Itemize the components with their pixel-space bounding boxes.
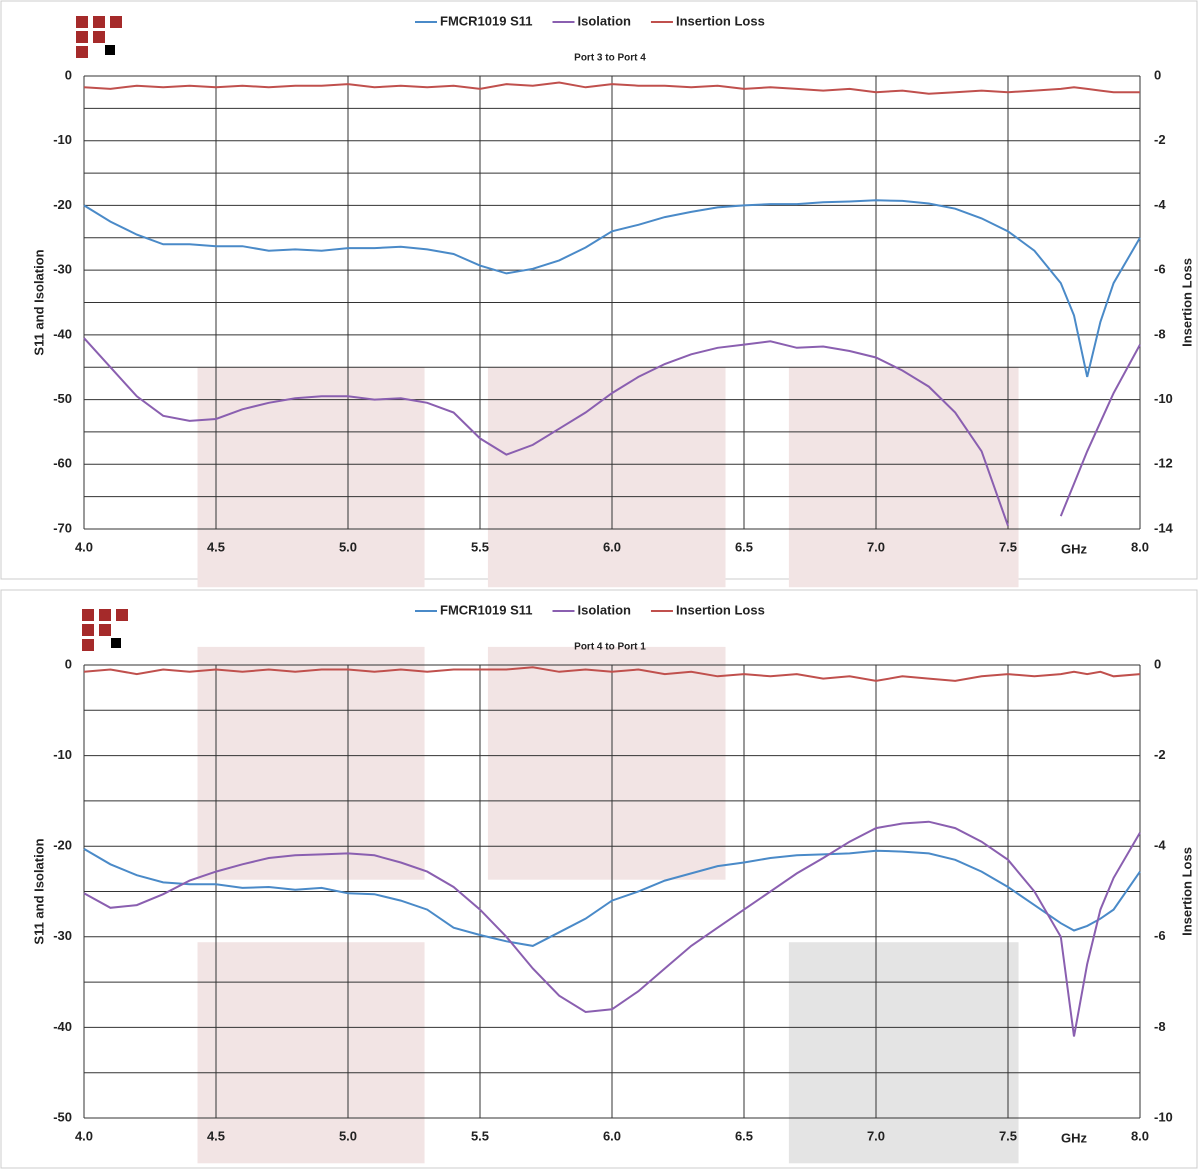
y2-tick-label: -2: [1154, 132, 1166, 147]
shaded-region: [197, 646, 425, 880]
x-tick-label: 7.0: [867, 1128, 885, 1143]
y2-tick-label: -10: [1154, 1109, 1173, 1124]
legend-label: FMCR1019 S11: [440, 13, 533, 28]
y2-tick-label: -10: [1154, 391, 1173, 406]
x-axis-label: GHz: [1061, 541, 1088, 556]
series-line: [83, 848, 1141, 947]
legend-label: Insertion Loss: [676, 602, 765, 617]
x-tick-label: 5.0: [339, 539, 357, 554]
x-tick-label: 6.5: [735, 1128, 753, 1143]
y2-tick-label: -12: [1154, 456, 1173, 471]
shaded-region: [788, 367, 1019, 588]
y-tick-label: -30: [53, 262, 72, 277]
y-tick-label: -10: [53, 132, 72, 147]
legend-label: Isolation: [578, 602, 632, 617]
y2-tick-label: -14: [1154, 520, 1174, 535]
x-tick-label: 8.0: [1131, 1128, 1149, 1143]
x-tick-label: 8.0: [1131, 539, 1149, 554]
series-line: [83, 81, 1140, 95]
logo: [82, 609, 128, 651]
y-tick-label: 0: [65, 656, 72, 671]
series-line: [83, 199, 1141, 378]
legend-label: Insertion Loss: [676, 13, 765, 28]
x-tick-label: 4.5: [207, 1128, 225, 1143]
y2-tick-label: 0: [1154, 67, 1161, 82]
panel-border: [0, 589, 1198, 1169]
series-line: [83, 337, 1141, 527]
y-tick-label: -40: [53, 326, 72, 341]
shaded-region: [487, 646, 726, 880]
y2-axis-label: Insertion Loss: [1179, 847, 1194, 936]
y-axis-label: S11 and Isolation: [31, 838, 46, 944]
x-tick-label: 6.0: [603, 1128, 621, 1143]
y-tick-label: -40: [53, 1019, 72, 1034]
shaded-region: [487, 367, 726, 588]
y-axis-label: S11 and Isolation: [31, 249, 46, 355]
x-tick-label: 4.5: [207, 539, 225, 554]
x-tick-label: 7.0: [867, 539, 885, 554]
logo: [76, 16, 122, 58]
y-tick-label: -10: [53, 747, 72, 762]
y-tick-label: 0: [65, 67, 72, 82]
y-tick-label: -50: [53, 391, 72, 406]
y2-tick-label: -4: [1154, 197, 1166, 212]
y2-tick-label: 0: [1154, 656, 1161, 671]
y2-tick-label: -6: [1154, 262, 1166, 277]
y-tick-label: -30: [53, 928, 72, 943]
y-tick-label: -70: [53, 520, 72, 535]
x-tick-label: 4.0: [75, 539, 93, 554]
shaded-region: [788, 942, 1019, 1164]
subtitle: Port 4 to Port 1: [574, 642, 646, 653]
x-tick-label: 5.0: [339, 1128, 357, 1143]
y2-tick-label: -6: [1154, 928, 1166, 943]
x-tick-label: 5.5: [471, 1128, 489, 1143]
y2-tick-label: -2: [1154, 747, 1166, 762]
y-tick-label: -60: [53, 456, 72, 471]
x-tick-label: 6.0: [603, 539, 621, 554]
y2-tick-label: -8: [1154, 326, 1166, 341]
y2-tick-label: -8: [1154, 1019, 1166, 1034]
legend-label: Isolation: [578, 13, 632, 28]
x-axis-label: GHz: [1061, 1130, 1088, 1145]
x-tick-label: 7.5: [999, 1128, 1017, 1143]
y-tick-label: -20: [53, 838, 72, 853]
y2-tick-label: -4: [1154, 838, 1166, 853]
shaded-region: [197, 942, 425, 1164]
series-line: [83, 820, 1141, 1037]
x-tick-label: 7.5: [999, 539, 1017, 554]
y2-axis-label: Insertion Loss: [1179, 258, 1194, 347]
series-line: [83, 666, 1141, 682]
x-tick-label: 4.0: [75, 1128, 93, 1143]
legend-label: FMCR1019 S11: [440, 602, 533, 617]
y-tick-label: -50: [53, 1109, 72, 1124]
x-tick-label: 5.5: [471, 539, 489, 554]
x-tick-label: 6.5: [735, 539, 753, 554]
shaded-region: [197, 367, 425, 588]
subtitle: Port 3 to Port 4: [574, 53, 646, 64]
y-tick-label: -20: [53, 197, 72, 212]
